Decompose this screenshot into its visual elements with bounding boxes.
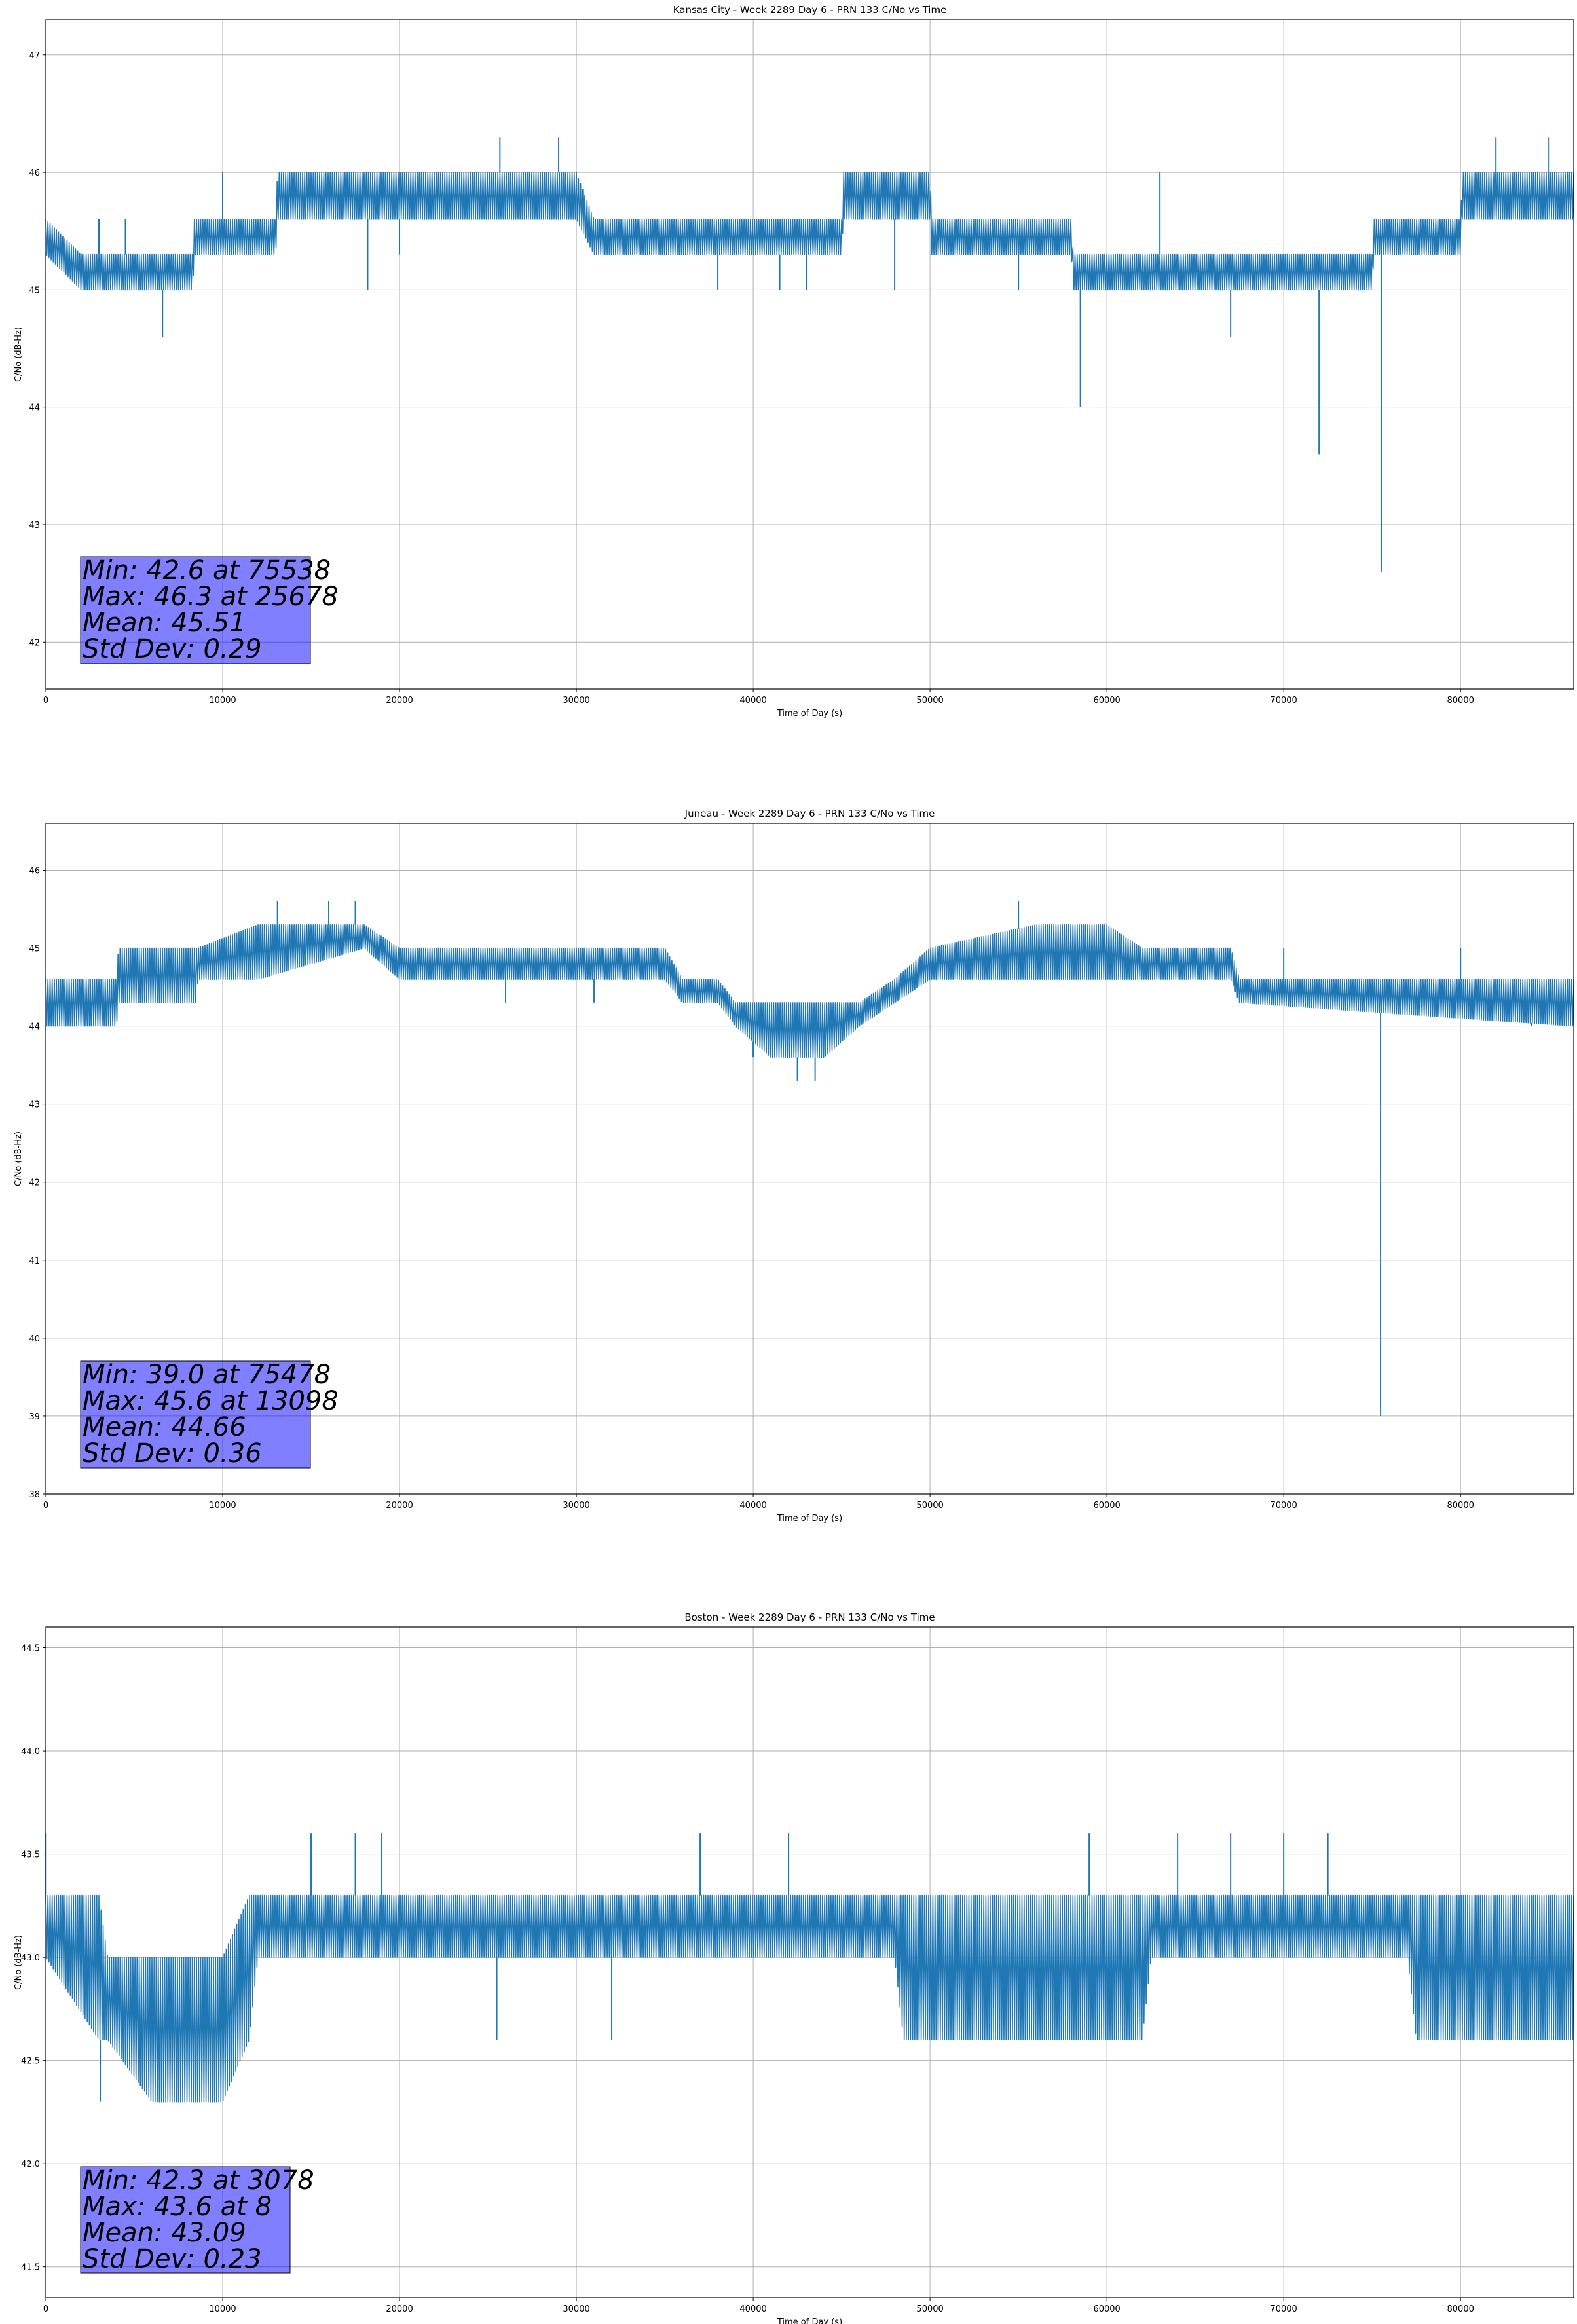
y-tick-label: 44.5 [21, 1644, 40, 1654]
y-tick-label: 44.0 [21, 1747, 40, 1757]
stats-line: Mean: 45.51 [83, 608, 246, 638]
x-tick-label: 10000 [209, 1501, 236, 1510]
stats-box [80, 556, 311, 664]
stats-line: Std Dev: 0.36 [83, 1438, 262, 1469]
y-tick-label: 45 [29, 286, 40, 295]
x-tick-label: 80000 [1447, 1501, 1474, 1510]
series-line [45, 924, 1574, 1058]
y-tick-label: 47 [29, 51, 40, 61]
x-tick-label: 80000 [1447, 696, 1474, 705]
plot-frame [45, 1626, 1574, 2298]
y-tick-label: 41 [29, 1256, 40, 1266]
stats-line: Max: 43.6 at 8 [83, 2192, 272, 2222]
stats-line: Min: 42.6 at 75538 [83, 555, 331, 586]
x-tick-label: 0 [43, 696, 48, 705]
x-tick-label: 0 [43, 2304, 48, 2314]
x-tick-label: 10000 [209, 2304, 236, 2314]
y-tick-label: 39 [29, 1412, 40, 1422]
x-tick-label: 30000 [563, 696, 589, 705]
y-tick-label: 43.5 [21, 1850, 40, 1860]
x-tick-label: 10000 [209, 696, 236, 705]
x-tick-label: 30000 [563, 1501, 589, 1510]
stats-line: Min: 39.0 at 75478 [83, 1360, 331, 1390]
y-axis-label: C/No (dB-Hz) [14, 327, 24, 382]
stats-line: Max: 46.3 at 25678 [83, 582, 339, 612]
y-axis-label: C/No (dB-Hz) [14, 1131, 24, 1186]
y-tick-label: 46 [29, 168, 40, 178]
stats-line: Mean: 43.09 [83, 2218, 246, 2248]
chart-panel-3: 0 10000 20000 30000 40000 50000 60000 70000 8000… [14, 1611, 1574, 2324]
stats-line: Mean: 44.66 [83, 1412, 246, 1442]
y-tick-label: 42.5 [21, 2057, 40, 2067]
plot-frame [45, 19, 1574, 690]
x-tick-label: 40000 [739, 2304, 766, 2314]
x-tick-label: 50000 [916, 2304, 943, 2314]
x-tick-label: 50000 [916, 1501, 943, 1510]
y-tick-label: 42 [29, 1178, 40, 1188]
x-axis-label: Time of Day (s) [777, 709, 842, 719]
stats-line: Max: 45.6 at 13098 [83, 1386, 339, 1416]
y-tick-label: 45 [29, 945, 40, 954]
x-tick-label: 70000 [1270, 2304, 1297, 2314]
x-tick-label: 60000 [1093, 696, 1120, 705]
x-tick-label: 70000 [1270, 1501, 1297, 1510]
x-tick-label: 30000 [563, 2304, 589, 2314]
chart-title: Kansas City - Week 2289 Day 6 - PRN 133 … [673, 4, 947, 16]
x-axis-label: Time of Day (s) [777, 2317, 842, 2324]
y-tick-label: 43.0 [21, 1953, 40, 1963]
x-tick-label: 50000 [916, 696, 943, 705]
x-tick-label: 60000 [1093, 2304, 1120, 2314]
y-tick-label: 42 [29, 638, 40, 648]
y-tick-label: 41.5 [21, 2263, 40, 2273]
stats-box [80, 2166, 291, 2274]
x-tick-label: 70000 [1270, 696, 1297, 705]
y-tick-label: 44 [29, 1022, 40, 1032]
series-line [45, 1894, 1574, 2103]
plot-frame [45, 823, 1574, 1495]
chart-panel-1: 0 10000 20000 30000 40000 50000 60000 70000 8000… [14, 4, 1574, 719]
stats-line: Std Dev: 0.29 [83, 634, 262, 664]
x-tick-label: 20000 [386, 2304, 413, 2314]
stats-line: Std Dev: 0.23 [83, 2244, 262, 2274]
y-axis-label: C/No (dB-Hz) [14, 1935, 24, 1990]
x-tick-label: 20000 [386, 696, 413, 705]
y-tick-label: 38 [29, 1490, 40, 1500]
x-tick-label: 40000 [739, 696, 766, 705]
y-tick-label: 43 [29, 1100, 40, 1110]
series-line [45, 172, 1574, 291]
y-tick-label: 42.0 [21, 2160, 40, 2169]
y-tick-label: 46 [29, 866, 40, 876]
y-tick-label: 43 [29, 521, 40, 531]
x-tick-label: 20000 [386, 1501, 413, 1510]
x-tick-label: 60000 [1093, 1501, 1120, 1510]
chart-title: Boston - Week 2289 Day 6 - PRN 133 C/No … [684, 1611, 935, 1623]
stats-box [80, 1360, 311, 1469]
x-tick-label: 0 [43, 1501, 48, 1510]
chart-panel-2: 0 10000 20000 30000 40000 50000 60000 70000 8000… [14, 808, 1574, 1524]
y-tick-label: 40 [29, 1334, 40, 1344]
x-tick-label: 40000 [739, 1501, 766, 1510]
stats-line: Min: 42.3 at 3078 [83, 2165, 314, 2196]
x-tick-label: 80000 [1447, 2304, 1474, 2314]
chart-title: Juneau - Week 2289 Day 6 - PRN 133 C/No … [684, 808, 935, 819]
x-axis-label: Time of Day (s) [777, 1514, 842, 1524]
y-tick-label: 44 [29, 403, 40, 413]
